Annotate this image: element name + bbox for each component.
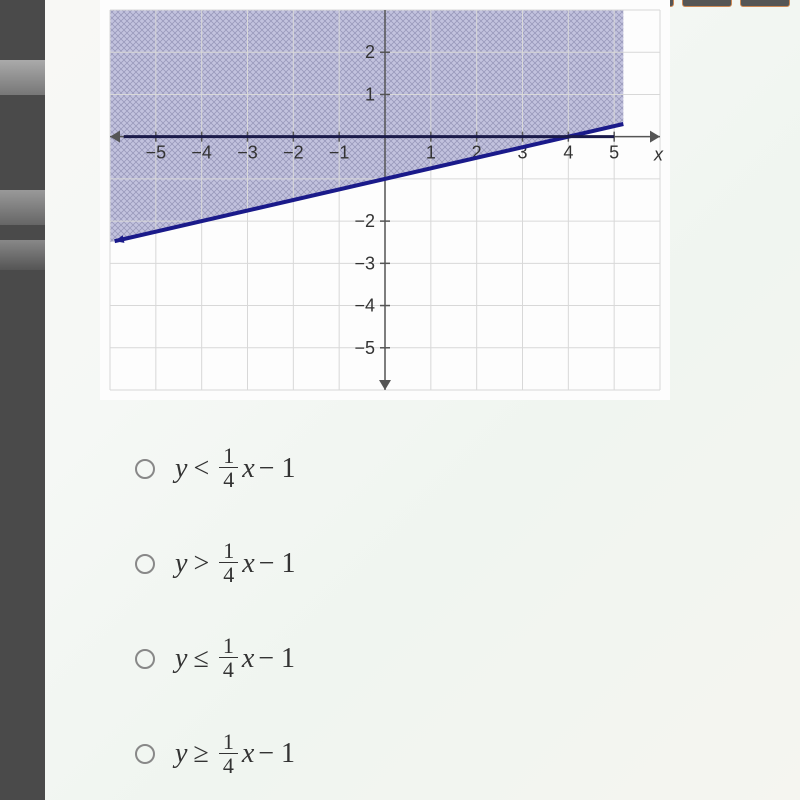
radio-icon[interactable] bbox=[135, 649, 155, 669]
answer-option-b[interactable]: y > 14 x − 1 bbox=[135, 540, 295, 587]
answer-option-c[interactable]: y ≤ 14 x − 1 bbox=[135, 635, 295, 682]
svg-text:−1: −1 bbox=[329, 143, 350, 163]
svg-text:1: 1 bbox=[365, 84, 375, 104]
svg-text:−4: −4 bbox=[354, 296, 375, 316]
radio-icon[interactable] bbox=[135, 459, 155, 479]
inequality-expression: y ≥ 14 x − 1 bbox=[175, 731, 295, 778]
answer-options: y < 14 x − 1 y > 14 x − 1 y ≤ 14 x bbox=[135, 445, 295, 778]
svg-text:4: 4 bbox=[563, 143, 573, 163]
top-tab[interactable] bbox=[740, 0, 790, 7]
inequality-expression: y < 14 x − 1 bbox=[175, 445, 295, 492]
toolbar-button-1[interactable] bbox=[0, 60, 45, 95]
svg-text:5: 5 bbox=[609, 143, 619, 163]
svg-text:−4: −4 bbox=[191, 143, 212, 163]
radio-icon[interactable] bbox=[135, 744, 155, 764]
svg-text:1: 1 bbox=[426, 143, 436, 163]
top-tab[interactable] bbox=[682, 0, 732, 7]
svg-text:−2: −2 bbox=[354, 211, 375, 231]
svg-text:−5: −5 bbox=[354, 338, 375, 358]
svg-text:−3: −3 bbox=[354, 253, 375, 273]
svg-text:−2: −2 bbox=[283, 143, 304, 163]
content-area: −5−4−3−2−112345−5−4−3−212x y < 14 x − 1 … bbox=[45, 0, 800, 800]
toolbar-button-2[interactable] bbox=[0, 190, 45, 225]
svg-text:−5: −5 bbox=[146, 143, 167, 163]
radio-icon[interactable] bbox=[135, 554, 155, 574]
svg-text:x: x bbox=[653, 145, 664, 165]
svg-text:−3: −3 bbox=[237, 143, 258, 163]
toolbar-button-3[interactable] bbox=[0, 240, 45, 270]
inequality-expression: y > 14 x − 1 bbox=[175, 540, 295, 587]
svg-text:2: 2 bbox=[365, 42, 375, 62]
answer-option-a[interactable]: y < 14 x − 1 bbox=[135, 445, 295, 492]
inequality-expression: y ≤ 14 x − 1 bbox=[175, 635, 295, 682]
answer-option-d[interactable]: y ≥ 14 x − 1 bbox=[135, 731, 295, 778]
graph-svg: −5−4−3−2−112345−5−4−3−212x bbox=[100, 0, 670, 400]
inequality-graph: −5−4−3−2−112345−5−4−3−212x bbox=[100, 0, 670, 400]
